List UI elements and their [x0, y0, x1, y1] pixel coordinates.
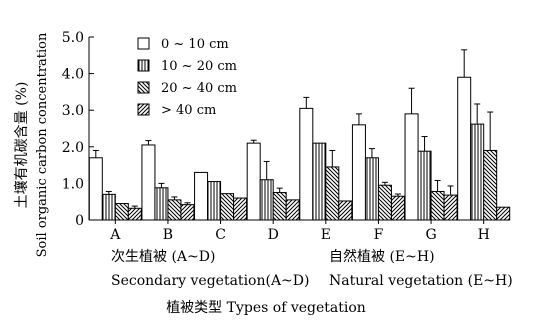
- bar: [417, 150, 432, 221]
- bar: [180, 204, 195, 221]
- x-tick-label: A: [109, 227, 121, 243]
- bar: [154, 187, 169, 221]
- bar: [207, 181, 222, 221]
- bar: [377, 184, 392, 221]
- bar: [141, 144, 156, 221]
- bar: [470, 123, 485, 221]
- legend: 0 ~ 10 cm 10 ~ 20 cm 20 ~ 40 cm > 40 cm: [137, 37, 237, 118]
- bar: [194, 171, 209, 221]
- group-label-cn-secondary: 次生植被 (A~D): [111, 249, 215, 265]
- bar: [259, 179, 274, 221]
- bar: [483, 149, 498, 221]
- bar: [364, 157, 379, 221]
- y-tick-label: 1.0: [62, 176, 84, 192]
- bar: [233, 197, 248, 221]
- group-label-cn-natural: 自然植被 (E~H): [329, 248, 435, 265]
- bar: [390, 195, 405, 221]
- bar: [127, 207, 142, 221]
- bar: [338, 200, 353, 221]
- bar: [443, 194, 458, 221]
- bar: [220, 193, 235, 221]
- x-tick-label: B: [163, 227, 173, 243]
- y-tick-label: 4.0: [62, 67, 84, 83]
- bar: [312, 142, 327, 221]
- group-label-en-secondary: Secondary vegetation(A~D): [111, 273, 309, 289]
- bar: [88, 157, 103, 221]
- legend-label: > 40 cm: [161, 103, 216, 118]
- bar: [114, 203, 129, 221]
- legend-swatch: [137, 103, 150, 116]
- bar: [101, 193, 116, 221]
- bar: [457, 76, 472, 221]
- bar: [496, 206, 511, 221]
- bar: [351, 124, 366, 221]
- bar: [404, 113, 419, 221]
- legend-swatch: [137, 37, 150, 50]
- bar: [299, 107, 314, 221]
- legend-label: 0 ~ 10 cm: [161, 37, 229, 52]
- legend-swatch: [137, 59, 150, 72]
- x-axis-title: 植被类型 Types of vegetation: [166, 300, 366, 316]
- legend-swatch: [137, 81, 150, 94]
- legend-label: 10 ~ 20 cm: [161, 59, 237, 74]
- y-tick-label: 5.0: [62, 30, 84, 46]
- x-tick-label: C: [215, 227, 226, 243]
- bar: [430, 190, 445, 221]
- x-tick-label: H: [478, 227, 490, 243]
- x-tick-label: G: [425, 227, 436, 243]
- bar: [285, 199, 300, 221]
- y-axis-label-cn: 土壤有机碳含量 (%): [13, 82, 30, 209]
- bar: [167, 199, 182, 221]
- plot-area: 0 1.0 2.0 3.0 4.0 5.0 A B C D E F G H: [62, 30, 511, 243]
- bar: [272, 192, 287, 221]
- bar: [246, 142, 261, 221]
- group-label-en-natural: Natural vegetation (E~H): [329, 273, 513, 289]
- x-tick-label: F: [374, 227, 384, 243]
- bar: [325, 166, 340, 221]
- x-tick-label: E: [321, 227, 331, 243]
- x-tick-label: D: [268, 227, 279, 243]
- y-axis-label-en: Soil organic carbon concentration: [35, 32, 50, 257]
- y-tick-label: 2.0: [62, 140, 84, 156]
- y-tick-label: 0: [75, 213, 84, 229]
- legend-label: 20 ~ 40 cm: [161, 81, 237, 96]
- y-tick-label: 3.0: [62, 103, 84, 119]
